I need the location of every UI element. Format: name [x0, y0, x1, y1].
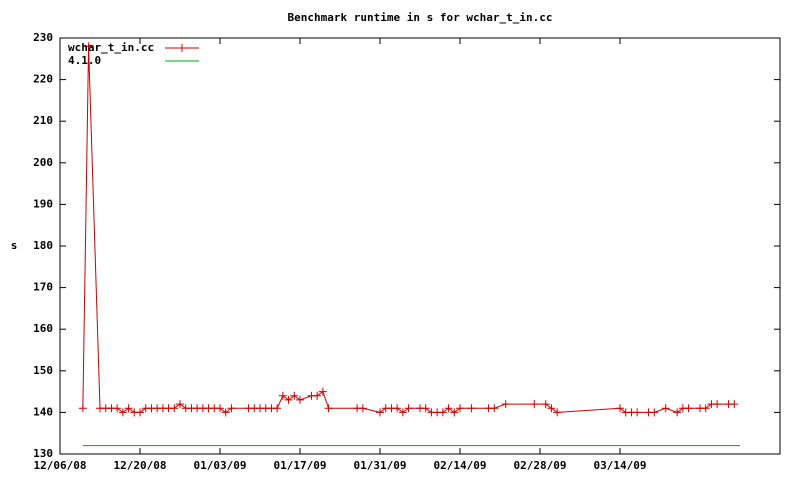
- x-tick-label: 02/14/09: [434, 459, 487, 472]
- y-tick-label: 170: [33, 281, 53, 294]
- data-point: [730, 400, 739, 409]
- data-point: [673, 408, 682, 417]
- y-tick-label: 160: [33, 322, 53, 335]
- x-tick-label: 01/03/09: [194, 459, 247, 472]
- data-point: [324, 404, 333, 413]
- y-tick-label: 140: [33, 405, 53, 418]
- data-point: [490, 404, 499, 413]
- data-point: [467, 404, 476, 413]
- data-point: [633, 408, 642, 417]
- data-point: [553, 408, 562, 417]
- data-point: [530, 400, 539, 409]
- data-point: [118, 408, 127, 417]
- x-tick-label: 01/17/09: [274, 459, 327, 472]
- legend-label: 4.1.0: [68, 54, 101, 67]
- data-point: [404, 404, 413, 413]
- data-point: [318, 387, 327, 396]
- data-point: [701, 404, 710, 413]
- data-point: [124, 404, 133, 413]
- data-point: [358, 404, 367, 413]
- y-tick-label: 220: [33, 73, 53, 86]
- data-point: [290, 391, 299, 400]
- data-point: [456, 404, 464, 413]
- data-point: [444, 404, 453, 413]
- data-point: [313, 391, 322, 400]
- data-point: [273, 404, 282, 413]
- data-point: [113, 404, 122, 413]
- y-tick-label: 180: [33, 239, 53, 252]
- x-tick-label: 12/06/08: [34, 459, 87, 472]
- data-point: [136, 408, 144, 417]
- x-tick-label: 12/20/08: [114, 459, 167, 472]
- x-tick-label: 02/28/09: [514, 459, 567, 472]
- y-tick-label: 190: [33, 197, 53, 210]
- data-point: [176, 400, 184, 409]
- data-point: [661, 404, 670, 413]
- data-point: [398, 408, 407, 417]
- data-point: [284, 395, 293, 404]
- y-tick-label: 130: [33, 447, 53, 460]
- data-point: [296, 395, 304, 404]
- legend-label: wchar_t_in.cc: [68, 41, 154, 54]
- data-point: [684, 404, 693, 413]
- data-point: [713, 400, 722, 409]
- data-point: [216, 404, 224, 413]
- data-point: [616, 404, 624, 413]
- y-tick-label: 210: [33, 114, 53, 127]
- data-point: [547, 404, 556, 413]
- data-point: [421, 404, 430, 413]
- data-point: [170, 404, 179, 413]
- data-point: [227, 404, 236, 413]
- legend-marker: [178, 44, 186, 52]
- y-tick-label: 200: [33, 156, 53, 169]
- data-point: [278, 391, 287, 400]
- data-point: [501, 400, 510, 409]
- data-point: [221, 408, 230, 417]
- data-point: [450, 408, 459, 417]
- data-point: [393, 404, 402, 413]
- data-point: [438, 408, 447, 417]
- y-tick-label: 150: [33, 364, 53, 377]
- data-point: [84, 42, 93, 51]
- data-point: [650, 408, 659, 417]
- chart-title: Benchmark runtime in s for wchar_t_in.cc: [288, 11, 553, 24]
- y-axis-label: s: [11, 239, 18, 252]
- x-tick-label: 03/14/09: [594, 459, 647, 472]
- x-tick-label: 01/31/09: [354, 459, 407, 472]
- y-tick-label: 230: [33, 31, 53, 44]
- data-point: [376, 408, 384, 417]
- data-point: [78, 404, 87, 413]
- data-point: [541, 400, 550, 409]
